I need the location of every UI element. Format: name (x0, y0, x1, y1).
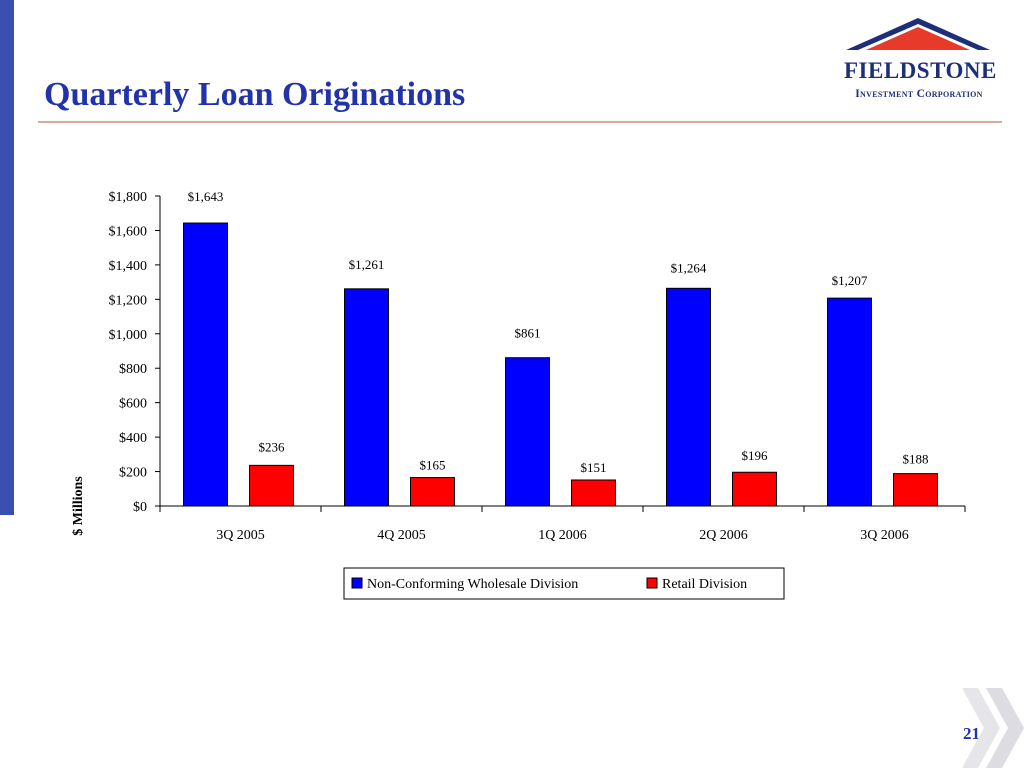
x-tick-label: 4Q 2005 (377, 528, 426, 543)
data-label: $1,261 (349, 257, 385, 272)
chart-legend: Non-Conforming Wholesale Division Retail … (343, 567, 785, 600)
data-label: $188 (903, 452, 929, 467)
data-label: $236 (259, 439, 286, 454)
y-tick-label: $1,000 (109, 328, 148, 343)
slide-title: Quarterly Loan Originations (44, 76, 466, 113)
bar-retail (732, 471, 777, 507)
bar-retail (893, 473, 938, 507)
bar-retail (249, 464, 294, 507)
x-tick-label: 2Q 2006 (699, 528, 748, 543)
x-tick-label: 1Q 2006 (538, 528, 587, 543)
data-label: $165 (420, 458, 446, 473)
y-tick-label: $1,400 (109, 259, 148, 274)
bar-retail (571, 479, 616, 507)
y-tick-label: $1,200 (109, 293, 148, 308)
data-label: $151 (581, 460, 607, 475)
house-roof-icon (846, 18, 990, 50)
data-label: $1,264 (671, 260, 707, 275)
legend-swatch (351, 577, 363, 589)
left-accent-bar (0, 0, 14, 515)
logo-subtitle: Investment Corporation (855, 88, 983, 100)
y-tick-label: $1,800 (109, 190, 148, 205)
x-tick-label: 3Q 2006 (860, 528, 909, 543)
legend-label: Retail Division (662, 577, 747, 592)
data-label: $1,207 (832, 273, 868, 288)
y-axis-label: $ Millions (71, 476, 86, 536)
y-tick-label: $800 (119, 362, 147, 377)
y-tick-label: $1,600 (109, 224, 148, 239)
x-tick-label: 3Q 2005 (216, 528, 265, 543)
bar-wholesale (183, 222, 228, 507)
bar-wholesale (827, 297, 872, 507)
bar-retail (410, 477, 455, 507)
y-tick-label: $400 (119, 431, 147, 446)
legend-box (343, 567, 785, 600)
legend-label: Non-Conforming Wholesale Division (367, 577, 578, 592)
logo-wordmark: FIELDSTONE (844, 58, 997, 83)
y-tick-label: $200 (119, 466, 147, 481)
data-label: $196 (742, 448, 769, 463)
legend-swatch (646, 577, 658, 589)
bar-wholesale (505, 357, 550, 507)
data-label: $861 (515, 326, 541, 341)
loan-originations-chart: $ Millions $0 $200 $400 $600 $800 $1,000 $1,20… (71, 189, 966, 600)
bar-wholesale (344, 288, 389, 507)
bar-wholesale (666, 287, 711, 507)
y-tick-label: $0 (133, 500, 147, 515)
chevron-right-icon (962, 688, 1024, 768)
page-number: 21 (963, 724, 980, 743)
title-divider (38, 121, 1002, 123)
data-label: $1,643 (188, 189, 224, 204)
y-tick-label: $600 (119, 397, 147, 412)
